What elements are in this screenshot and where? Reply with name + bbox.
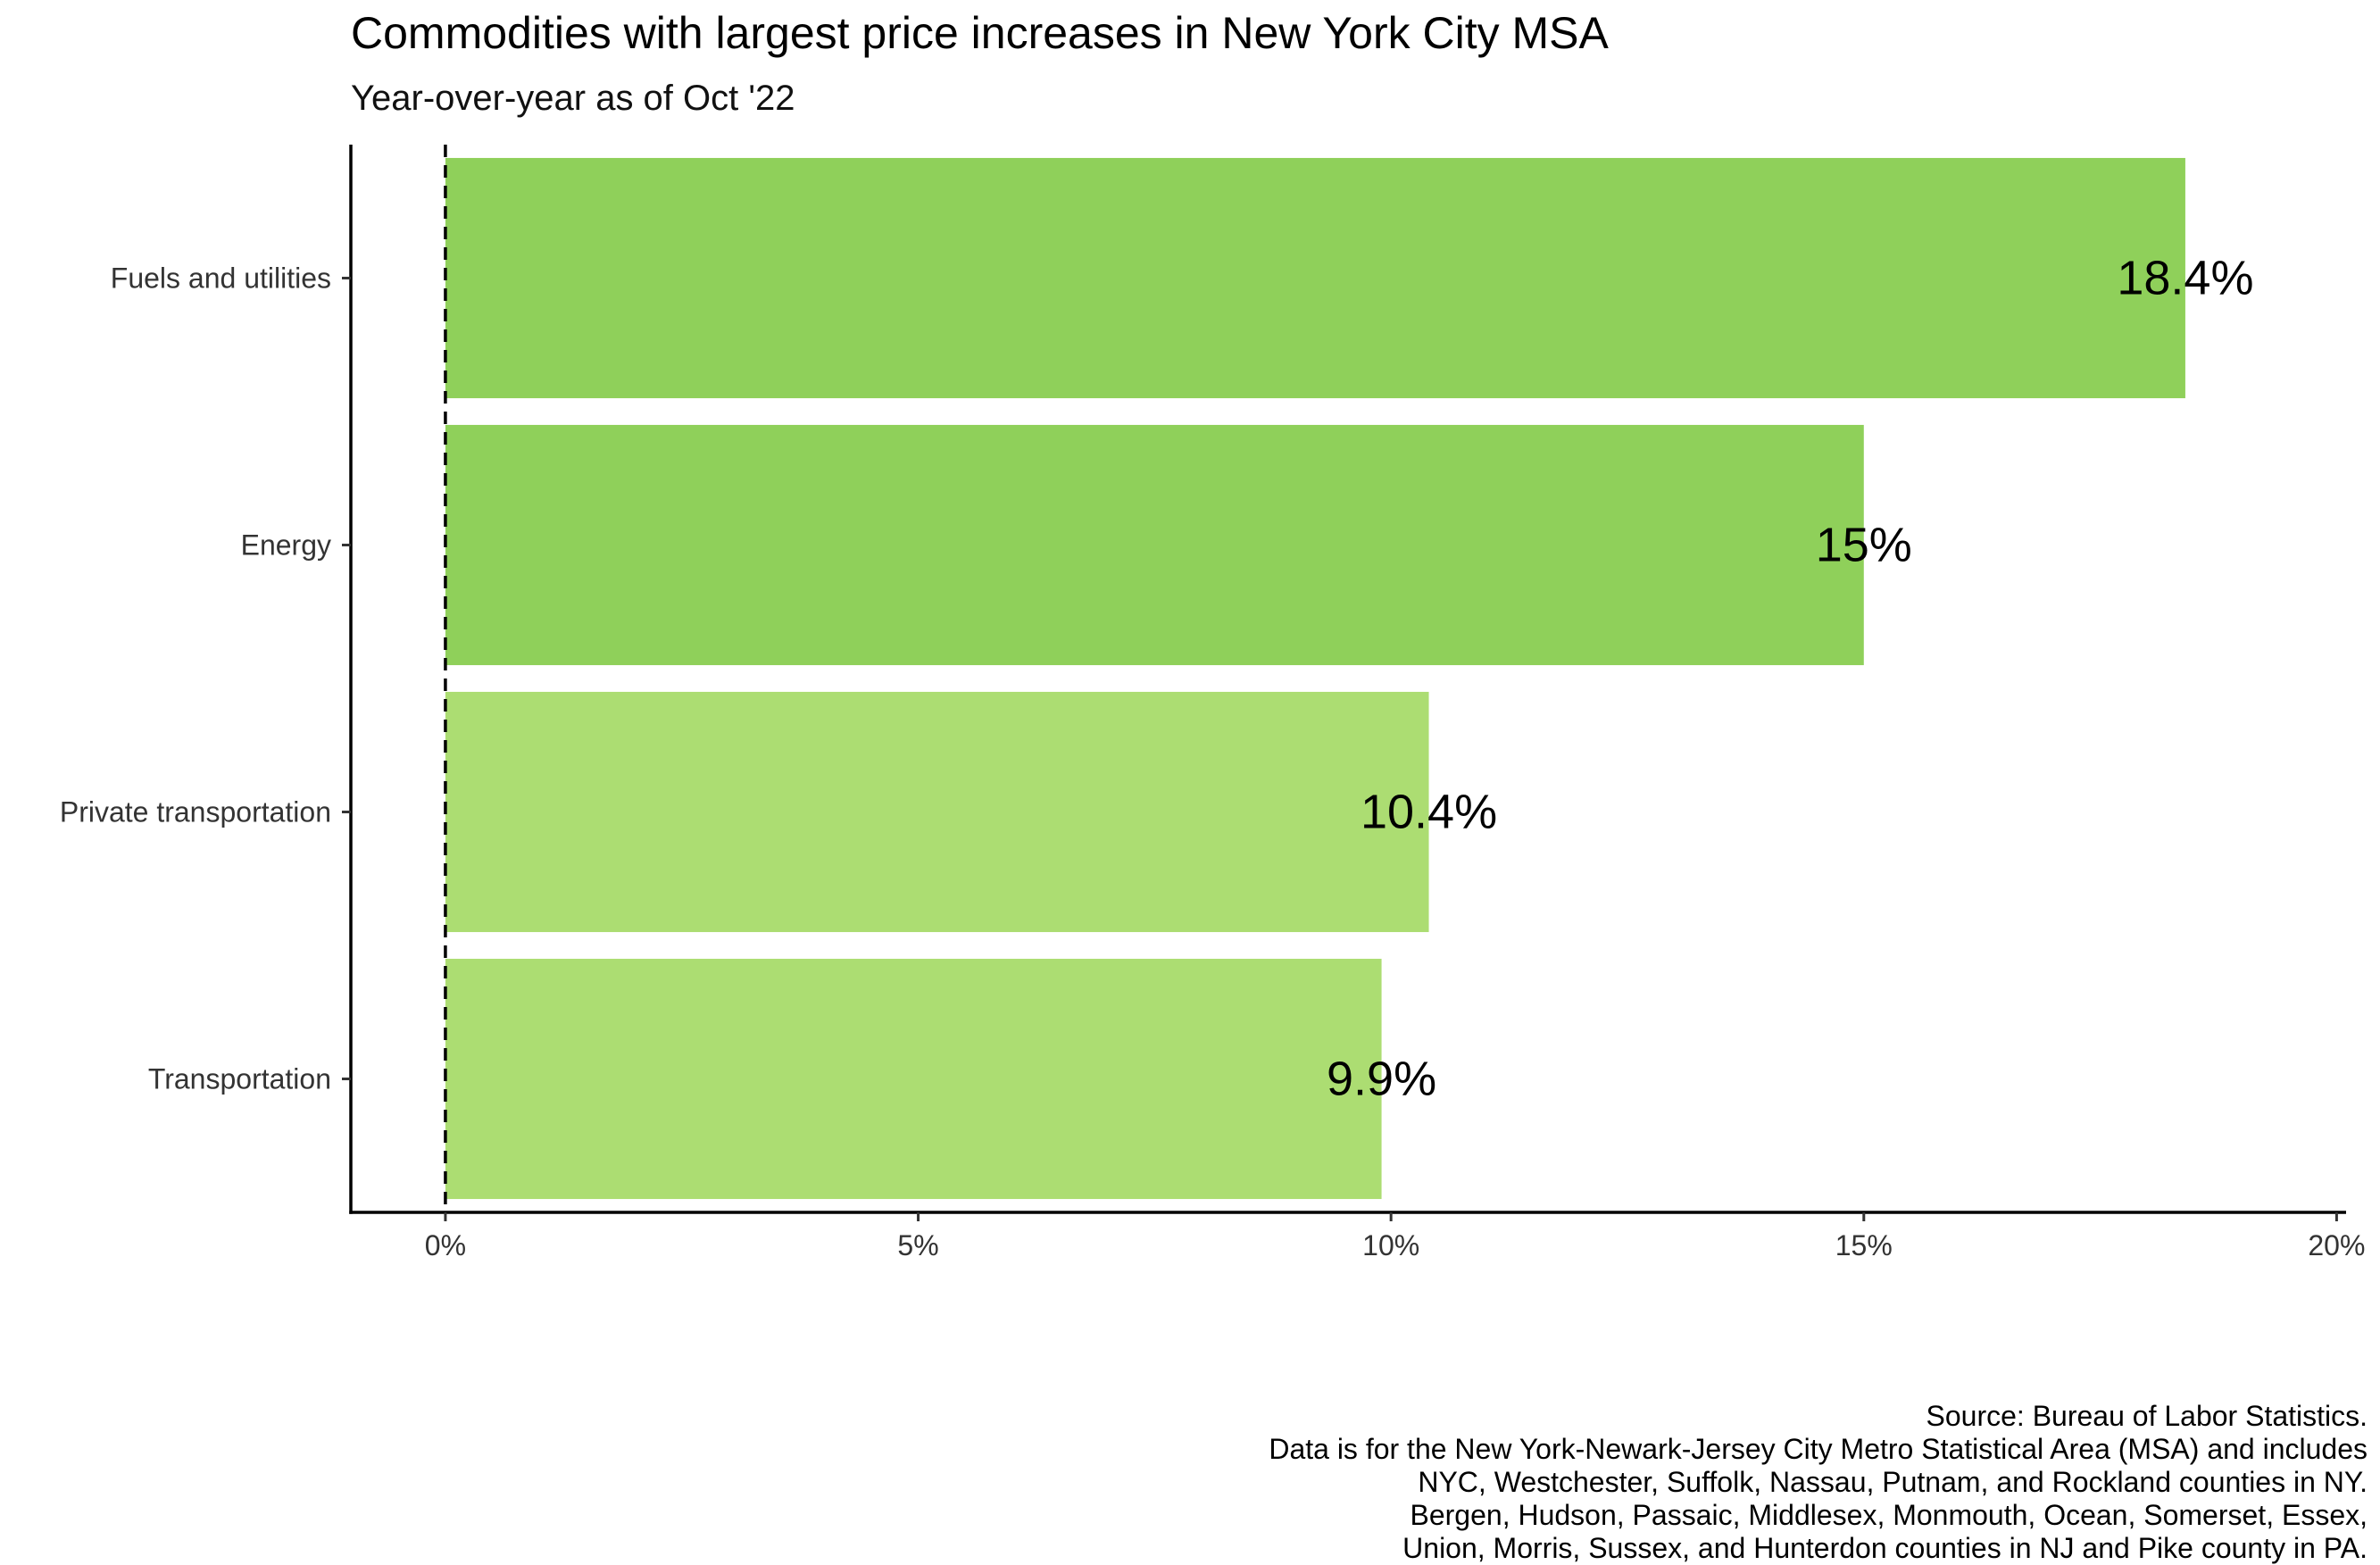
- bar: [445, 958, 1382, 1200]
- bar: [445, 157, 2185, 399]
- bar: [445, 691, 1429, 933]
- x-tick-label: 10%: [1362, 1229, 1419, 1261]
- caption-line-msa: Data is for the New York-Newark-Jersey C…: [1269, 1433, 2368, 1465]
- ticks-layer: [342, 277, 2338, 1221]
- y-tick-label: Transportation: [148, 1063, 331, 1095]
- bar-chart: 18.4% Fuels and utilities 15% Energy 10.4% Pr…: [60, 145, 2366, 1262]
- bar-value-label: 15%: [1816, 519, 1912, 572]
- chart-caption: Source: Bureau of Labor Statistics. Data…: [1269, 1400, 2368, 1565]
- caption-line-nj-counties: Bergen, Hudson, Passaic, Middlesex, Monm…: [1410, 1499, 2368, 1531]
- chart-subtitle: Year-over-year as of Oct '22: [351, 79, 795, 118]
- chart-title: Commodities with largest price increases…: [351, 8, 1609, 58]
- x-tick-label: 20%: [2308, 1229, 2365, 1261]
- y-tick-label: Energy: [241, 529, 331, 562]
- caption-line-source: Source: Bureau of Labor Statistics.: [1926, 1400, 2368, 1432]
- y-tick-label: Private transportation: [60, 796, 331, 828]
- x-tick-label: 5%: [897, 1229, 938, 1261]
- bar-value-label: 10.4%: [1361, 786, 1497, 839]
- x-tick-label: 15%: [1835, 1229, 1893, 1261]
- caption-line-ny-counties: NYC, Westchester, Suffolk, Nassau, Putna…: [1418, 1466, 2368, 1498]
- bar-value-label: 9.9%: [1327, 1053, 1436, 1106]
- bars-layer: [445, 157, 2185, 1200]
- bar-value-label: 18.4%: [2117, 252, 2253, 305]
- labels-layer: 18.4% Fuels and utilities 15% Energy 10.4% Pr…: [60, 252, 2366, 1262]
- x-tick-label: 0%: [425, 1229, 466, 1261]
- bar: [445, 424, 1864, 666]
- caption-line-nj-pa-counties: Union, Morris, Sussex, and Hunterdon cou…: [1402, 1532, 2368, 1564]
- y-tick-label: Fuels and utilities: [111, 262, 331, 295]
